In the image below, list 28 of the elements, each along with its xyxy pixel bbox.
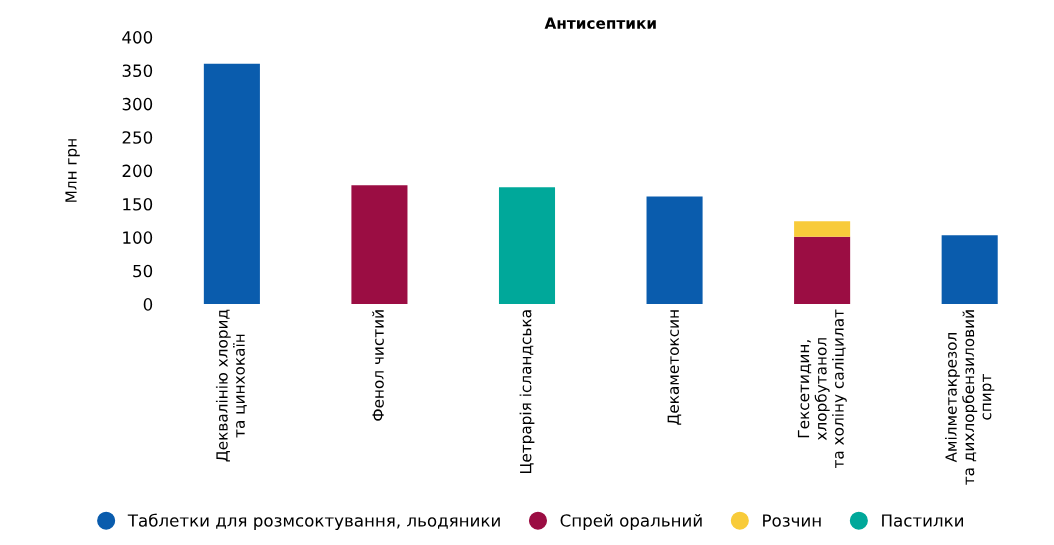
chart-title: Антисептики <box>544 17 656 29</box>
y-tick-label: 400 <box>122 31 153 44</box>
bar <box>646 196 703 305</box>
bar <box>498 187 556 305</box>
y-tick-label: 300 <box>122 97 153 111</box>
legend-label: Розчин <box>763 514 821 527</box>
y-axis-title: Млн грн <box>65 139 80 202</box>
legend-label: Таблетки для розмсоктування, льодяники <box>127 513 500 530</box>
bar <box>351 185 408 305</box>
x-tick-label: Фенол чистий <box>372 310 384 421</box>
y-tick-label: 100 <box>123 231 153 244</box>
x-tick-label: Гексетидин, хлорбутанол та холіну саліцилат <box>797 309 847 469</box>
x-tick-label: Амілметакрезол та дихлорбензиловий спирт <box>945 310 995 485</box>
y-tick-label: 350 <box>122 64 153 78</box>
bar <box>794 236 851 305</box>
legend-label: Спрей оральний <box>560 513 702 530</box>
x-tick-label: Деквалінію хлорид та цинхокаїн <box>215 309 247 462</box>
y-tick-label: 50 <box>133 264 153 278</box>
y-tick-label: 150 <box>123 197 153 211</box>
x-tick-label: Цетрарія ісландська <box>519 310 535 473</box>
bar <box>794 221 851 237</box>
y-tick-label: 250 <box>122 131 153 144</box>
y-tick-label: 200 <box>122 164 153 178</box>
y-tick-label: 0 <box>143 298 153 311</box>
bar <box>203 63 260 305</box>
bar <box>941 235 998 305</box>
legend-label: Пастилки <box>882 514 963 527</box>
x-tick-label: Декаметоксин <box>667 310 682 425</box>
